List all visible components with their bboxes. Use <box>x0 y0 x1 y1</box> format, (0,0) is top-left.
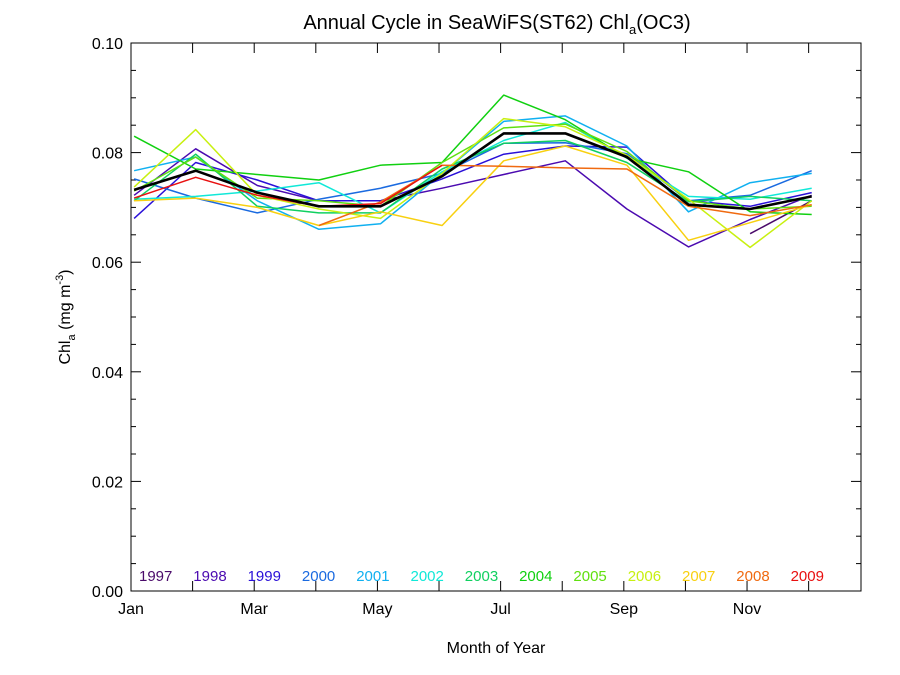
series-line-2007 <box>134 145 812 242</box>
chart-title: Annual Cycle in SeaWiFS(ST62) Chla(OC3) <box>303 12 690 37</box>
series-line-2004 <box>133 94 812 216</box>
series-line-2009 <box>133 164 443 208</box>
legend-entry-2006: 2006 <box>628 568 661 585</box>
legend-entry-2009: 2009 <box>791 568 824 585</box>
y-axis-label: Chla (mg m-3) <box>54 269 78 364</box>
y-tick-label: 0.08 <box>92 146 123 163</box>
chart-title-subscript: a <box>629 22 637 37</box>
series-line-mean <box>133 132 812 211</box>
x-tick-label: Sep <box>610 601 639 618</box>
legend: 1997 1998 1999 2000 2001 2002 2003 2004 2005 2006… <box>139 568 824 585</box>
x-tick-label: Mar <box>240 601 268 618</box>
series-line-2008 <box>318 164 812 227</box>
y-tick-label: 0.10 <box>92 36 123 53</box>
legend-entry-2002: 2002 <box>411 568 444 585</box>
legend-entry-2008: 2008 <box>736 568 769 585</box>
x-tick-label: Jul <box>490 601 510 618</box>
y-axis-label-subscript: a <box>66 334 78 341</box>
legend-entry-2005: 2005 <box>573 568 606 585</box>
y-tick-label: 0.04 <box>92 365 123 382</box>
legend-entry-1999: 1999 <box>248 568 281 585</box>
series-line-1998 <box>133 148 812 248</box>
legend-entry-2000: 2000 <box>302 568 335 585</box>
y-tick-label: 0.00 <box>92 584 123 601</box>
series-lines <box>133 94 813 249</box>
x-tick-label: Nov <box>733 601 761 618</box>
legend-entry-2007: 2007 <box>682 568 715 585</box>
legend-entry-2003: 2003 <box>465 568 498 585</box>
y-tick-label: 0.06 <box>92 255 123 272</box>
legend-entry-1998: 1998 <box>193 568 226 585</box>
y-axis: 0.00 0.02 0.04 0.06 0.08 0.10 <box>92 36 861 601</box>
y-tick-label: 0.02 <box>92 474 123 491</box>
x-axis: Jan Mar May Jul Sep Nov <box>118 43 810 618</box>
x-axis-label: Month of Year <box>447 640 546 657</box>
legend-entry-2004: 2004 <box>519 568 552 585</box>
x-tick-label: Jan <box>118 601 144 618</box>
x-tick-label: May <box>362 601 392 618</box>
legend-entry-1997: 1997 <box>139 568 172 585</box>
series-line-2000 <box>133 141 812 214</box>
legend-entry-2001: 2001 <box>356 568 389 585</box>
y-axis-label-superscript: -3 <box>54 275 66 285</box>
